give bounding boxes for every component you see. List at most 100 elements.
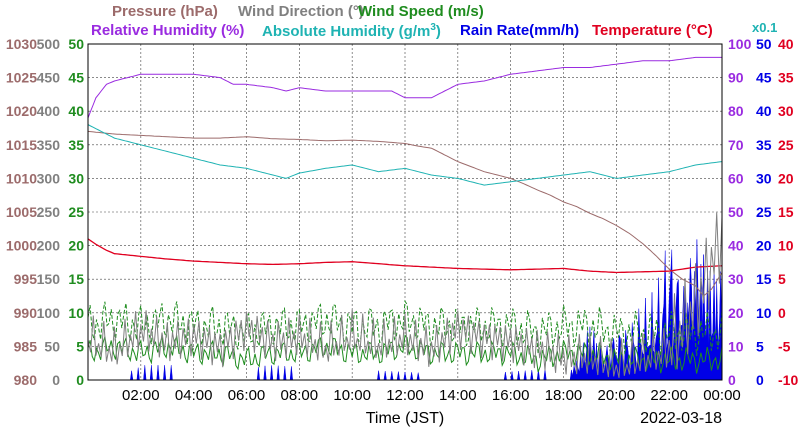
tick-label-pressure: 995 <box>14 271 38 287</box>
tick-label-wind-direction: 350 <box>37 137 61 153</box>
tick-label-temperature: 25 <box>778 137 794 153</box>
tick-label-relative-humidity: 50 <box>728 204 744 220</box>
tick-label-wind-speed: 40 <box>68 103 84 119</box>
tick-label-wind-direction: 250 <box>37 204 61 220</box>
x-tick-label: 12:00 <box>386 387 424 404</box>
legend-temperature: Temperature (°C) <box>592 22 713 39</box>
x-tick-label: 18:00 <box>545 387 583 404</box>
legend-absolute-humidity: Absolute Humidity (g/m3) <box>262 22 441 40</box>
tick-label-wind-direction: 200 <box>37 238 61 254</box>
tick-label-temperature: -5 <box>778 338 791 354</box>
x-tick-label: 00:00 <box>703 387 741 404</box>
x-axis-tick-labels: 02:00 04:00 06:00 08:00 10:00 12:00 14:00 16:00… <box>122 387 741 404</box>
tick-label-wind-speed: 20 <box>68 238 84 254</box>
tick-label-wind-speed: 50 <box>68 36 84 52</box>
x-tick-label: 04:00 <box>175 387 213 404</box>
tick-label-wind-direction: 50 <box>44 338 60 354</box>
tick-label-rain-rate: 0 <box>756 372 764 388</box>
plot-frame <box>87 43 723 381</box>
tick-label-wind-speed: 30 <box>68 170 84 186</box>
x-tick-label: 16:00 <box>492 387 530 404</box>
tick-label-wind-speed: 15 <box>68 271 84 287</box>
legend-wind-direction: Wind Direction (°) <box>238 3 364 20</box>
tick-label-pressure: 1020 <box>6 103 37 119</box>
x-tick-label: 10:00 <box>333 387 371 404</box>
tick-label-pressure: 1030 <box>6 36 37 52</box>
tick-label-wind-speed: 0 <box>76 372 84 388</box>
tick-label-temperature: -10 <box>778 372 798 388</box>
series-absolute-humidity <box>87 124 723 186</box>
tick-label-relative-humidity: 90 <box>728 70 744 86</box>
tick-label-rain-rate: 15 <box>756 271 772 287</box>
tick-label-temperature: 30 <box>778 103 794 119</box>
tick-label-rain-rate: 45 <box>756 70 772 86</box>
tick-label-relative-humidity: 100 <box>728 36 752 52</box>
tick-label-relative-humidity: 40 <box>728 238 744 254</box>
tick-label-relative-humidity: 10 <box>728 338 744 354</box>
legend-pressure: Pressure (hPa) <box>112 3 218 20</box>
legend-rain-rate: Rain Rate(mm/h) <box>460 22 580 39</box>
tick-label-rain-rate: 25 <box>756 204 772 220</box>
tick-label-wind-speed: 45 <box>68 70 84 86</box>
tick-label-wind-direction: 450 <box>37 70 61 86</box>
tick-label-pressure: 1015 <box>6 137 37 153</box>
tick-label-relative-humidity: 0 <box>728 372 736 388</box>
tick-label-rain-rate: 40 <box>756 103 772 119</box>
tick-label-rain-rate: 5 <box>756 338 764 354</box>
tick-label-wind-direction: 300 <box>37 170 61 186</box>
tick-label-wind-speed: 25 <box>68 204 84 220</box>
tick-label-rain-rate: 20 <box>756 238 772 254</box>
tick-label-temperature: 40 <box>778 36 794 52</box>
tick-label-wind-speed: 35 <box>68 137 84 153</box>
tick-label-rain-rate: 30 <box>756 170 772 186</box>
tick-label-wind-direction: 400 <box>37 103 61 119</box>
tick-label-rain-rate: 35 <box>756 137 772 153</box>
tick-label-relative-humidity: 70 <box>728 137 744 153</box>
axis-tick-labels: 1030102510201015101010051000995990985980… <box>6 36 799 388</box>
series-temperature <box>87 238 723 274</box>
tick-label-rain-rate: 50 <box>756 36 772 52</box>
x-tick-label: 08:00 <box>281 387 319 404</box>
tick-label-wind-direction: 150 <box>37 271 61 287</box>
tick-label-pressure: 980 <box>14 372 38 388</box>
tick-label-temperature: 20 <box>778 170 794 186</box>
x-tick-label: 22:00 <box>650 387 688 404</box>
tick-label-pressure: 1025 <box>6 70 37 86</box>
series-relative-humidity <box>87 56 722 119</box>
x-tick-label: 14:00 <box>439 387 477 404</box>
tick-label-temperature: 15 <box>778 204 794 220</box>
tick-label-pressure: 990 <box>14 305 38 321</box>
series-wind-speed-gust <box>87 299 723 356</box>
legend-relative-humidity: Relative Humidity (%) <box>91 22 245 39</box>
x-tick-label: 20:00 <box>598 387 636 404</box>
x-axis-label: Time (JST) <box>366 410 445 427</box>
tick-label-temperature: 10 <box>778 238 794 254</box>
tick-label-pressure: 1010 <box>6 170 37 186</box>
tick-label-temperature: 5 <box>778 271 786 287</box>
series-pressure <box>87 130 723 297</box>
tick-label-pressure: 1000 <box>6 238 37 254</box>
tick-label-wind-speed: 5 <box>76 338 84 354</box>
tick-label-wind-direction: 500 <box>37 36 61 52</box>
date-label: 2022-03-18 <box>640 410 722 427</box>
tick-label-wind-direction: 0 <box>52 372 60 388</box>
tick-label-rain-rate: 10 <box>756 305 772 321</box>
x-tick-label: 02:00 <box>122 387 160 404</box>
series-lines <box>87 56 723 378</box>
tick-label-wind-speed: 10 <box>68 305 84 321</box>
tick-label-relative-humidity: 30 <box>728 271 744 287</box>
x-tick-label: 06:00 <box>228 387 266 404</box>
series-wind-direction <box>87 212 723 378</box>
tick-label-relative-humidity: 60 <box>728 170 744 186</box>
legend-wind-speed: Wind Speed (m/s) <box>358 3 484 20</box>
tick-label-pressure: 985 <box>14 338 38 354</box>
legend-rain-multiplier: x0.1 <box>752 20 778 35</box>
tick-label-wind-direction: 100 <box>37 305 61 321</box>
tick-label-temperature: 0 <box>778 305 786 321</box>
legend-absolute-humidity-close: ) <box>435 23 441 40</box>
series-wind-speed <box>87 334 723 374</box>
tick-label-relative-humidity: 80 <box>728 103 744 119</box>
legend-absolute-humidity-text: Absolute Humidity (g/m <box>262 23 431 40</box>
legend-absolute-humidity-sup: 3 <box>430 22 436 33</box>
